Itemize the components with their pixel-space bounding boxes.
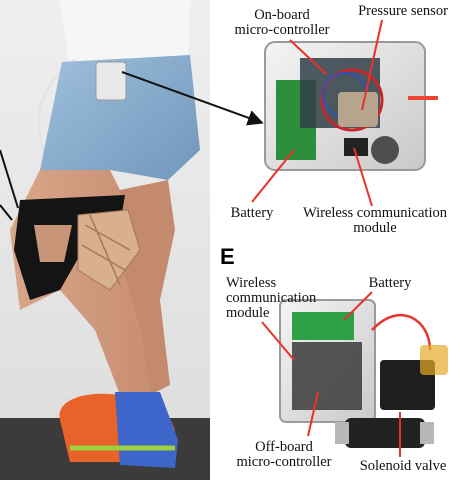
panel-letter-e: E [220, 244, 235, 269]
label-pressure-sensor: Pressure sensor [358, 3, 448, 19]
leg-photo [0, 0, 210, 480]
label-onboard-controller: On-board micro-controller [234, 7, 330, 38]
label-solenoid-valve: Solenoid valve [359, 458, 447, 474]
bellows-actuator [77, 209, 141, 291]
label-battery-bottom: Battery [368, 275, 412, 291]
onboard-box-photo [264, 41, 438, 171]
label-wireless-bottom: Wireless communication module [226, 275, 317, 321]
label-wireless-top: Wireless communication module [303, 205, 447, 236]
label-battery-top: Battery [230, 205, 274, 221]
label-offboard-controller: Off-board micro-controller [236, 439, 332, 470]
sneakers [59, 392, 178, 468]
offboard-box-photo [279, 299, 448, 448]
